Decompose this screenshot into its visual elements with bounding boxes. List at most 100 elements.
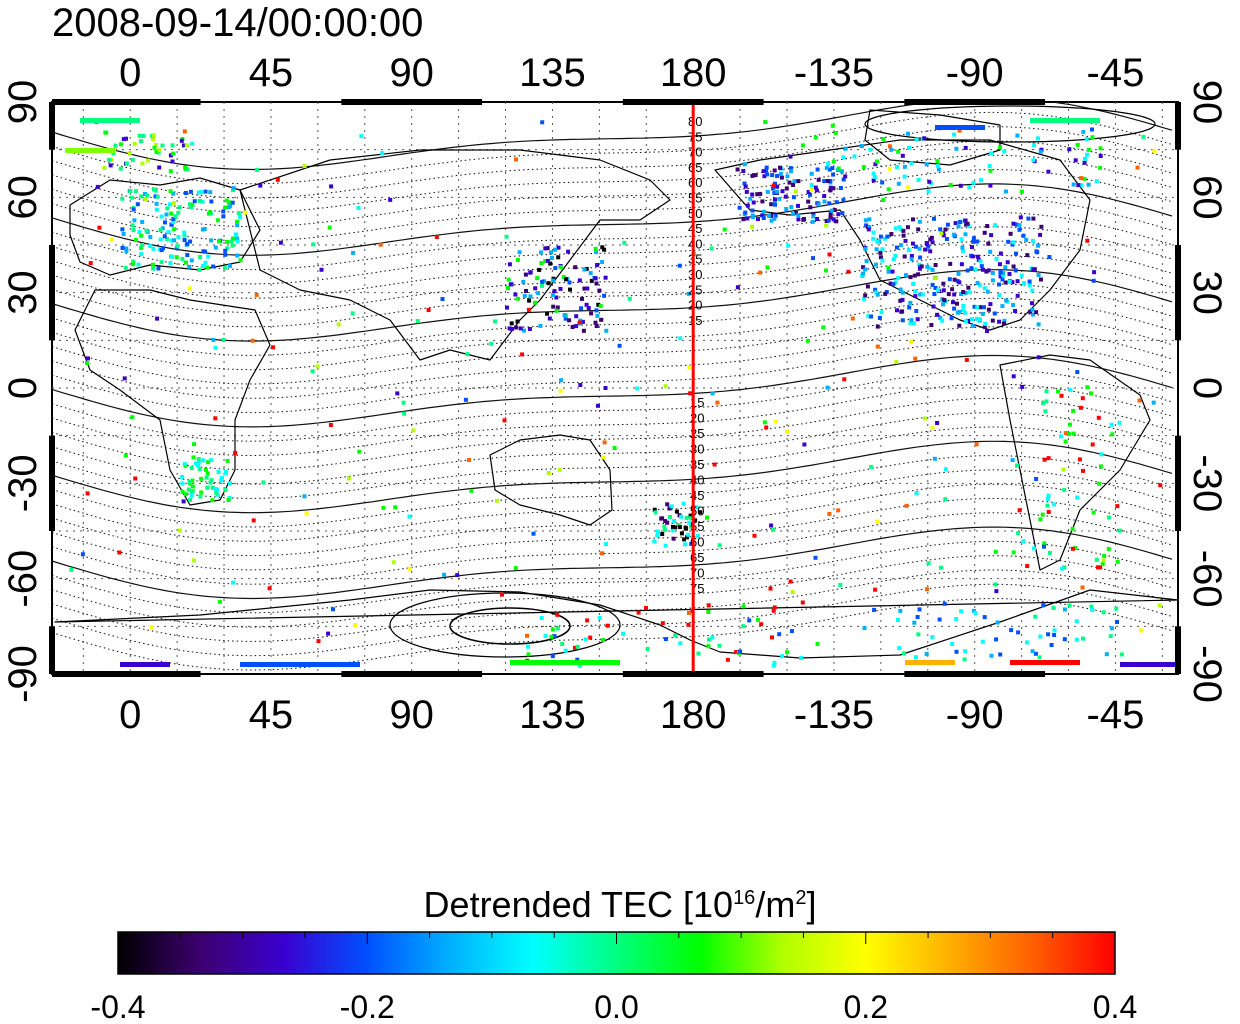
- tec-data-point: [985, 289, 990, 294]
- tec-data-point: [173, 214, 178, 219]
- tec-data-point: [930, 426, 935, 430]
- tec-data-point: [938, 227, 943, 232]
- axis-labels: 0045459090135135180180-135-135-90-90-45-…: [1, 51, 1229, 737]
- tec-data-point: [166, 230, 171, 235]
- lat-tick-left: 90: [1, 80, 45, 125]
- tec-data-point: [556, 245, 561, 250]
- tec-data-point: [916, 227, 921, 232]
- tec-data-point: [230, 243, 235, 248]
- tec-data-point: [158, 228, 163, 232]
- tec-data-point: [1082, 160, 1087, 165]
- tec-data-point: [581, 328, 586, 333]
- tec-data-point: [151, 266, 156, 271]
- tec-data-point: [1025, 564, 1030, 568]
- tec-data-point: [523, 272, 528, 277]
- tec-data-point: [843, 146, 848, 151]
- tec-data-point: [238, 258, 243, 263]
- tec-data-point: [235, 239, 240, 244]
- tec-data-point: [805, 338, 810, 343]
- tec-data-point: [513, 292, 518, 297]
- tec-data-point: [816, 202, 821, 207]
- tec-data-point: [1035, 250, 1040, 255]
- tec-data-point: [148, 244, 153, 249]
- tec-data-swath: [1010, 660, 1080, 665]
- tec-data-point: [861, 271, 865, 276]
- tec-data-point: [329, 184, 334, 189]
- tec-data-point: [943, 227, 948, 232]
- tec-data-point: [834, 219, 839, 224]
- tec-data-point: [906, 131, 910, 136]
- tec-data-point: [957, 280, 962, 285]
- tec-data-point: [998, 270, 1003, 275]
- tec-data-point: [816, 177, 821, 182]
- tec-data-point: [926, 561, 931, 566]
- tec-data-point: [119, 142, 123, 147]
- tec-data-point: [722, 227, 727, 232]
- tec-data-point: [522, 293, 527, 298]
- tec-data-point: [918, 292, 923, 297]
- tec-data-point: [559, 378, 564, 383]
- tec-data-point: [764, 425, 769, 430]
- colorbar-tick-label: 0.2: [844, 989, 888, 1024]
- tec-data-point: [132, 218, 137, 223]
- contour-label-north: 80: [688, 114, 702, 129]
- tec-data-point: [771, 183, 776, 188]
- tec-data-point: [328, 423, 333, 427]
- tec-data-point: [1010, 280, 1015, 285]
- tec-data-point: [928, 249, 933, 254]
- tec-data-point: [904, 503, 909, 508]
- tec-data-point: [689, 524, 693, 529]
- tec-data-point: [871, 236, 876, 241]
- tec-data-point: [687, 520, 692, 525]
- tec-data-point: [673, 525, 678, 530]
- tec-data-point: [168, 261, 173, 265]
- tec-data-point: [1081, 130, 1086, 134]
- tec-data-point: [139, 252, 144, 257]
- tec-data-point: [134, 189, 139, 194]
- tec-data-point: [778, 171, 783, 176]
- mlat-contour: [52, 102, 1173, 171]
- tec-data-point: [800, 143, 805, 148]
- tec-data-point: [1034, 477, 1039, 481]
- tec-data-point: [941, 233, 946, 238]
- tec-data-point: [978, 259, 983, 264]
- tec-data-point: [603, 386, 608, 390]
- tec-data-point: [531, 531, 536, 536]
- tec-data-point: [793, 189, 798, 194]
- tec-data-point: [811, 211, 816, 216]
- tec-data-point: [809, 188, 814, 192]
- tec-data-point: [1086, 182, 1091, 187]
- tec-data-point: [963, 310, 967, 315]
- tec-data-point: [669, 504, 674, 509]
- lat-tick-left: -60: [1, 550, 45, 608]
- tec-data-point: [627, 296, 632, 301]
- coastline: [714, 139, 1091, 331]
- tec-data-point: [897, 225, 902, 230]
- tec-data-point: [310, 369, 315, 374]
- tec-data-point: [546, 281, 551, 286]
- tec-data-point: [1067, 147, 1072, 152]
- tec-data-point: [867, 217, 872, 222]
- tec-data-point: [745, 203, 750, 208]
- tec-data-point: [980, 639, 985, 644]
- tec-data-point: [796, 213, 801, 218]
- tec-data-point: [593, 276, 598, 281]
- tec-data-point: [670, 528, 675, 533]
- tec-data-point: [190, 202, 195, 207]
- tec-data-point: [596, 302, 601, 307]
- tec-data-point: [582, 286, 587, 291]
- tec-data-point: [170, 159, 175, 164]
- tec-data-point: [137, 230, 142, 235]
- tec-data-point: [790, 629, 794, 634]
- tec-data-point: [1080, 396, 1085, 401]
- tec-data-point: [909, 254, 914, 258]
- tec-data-point: [219, 478, 224, 483]
- tec-data-point: [911, 282, 916, 286]
- tec-data-point: [558, 286, 563, 291]
- tec-data-point: [170, 254, 174, 259]
- coastline: [54, 589, 1178, 659]
- tec-data-point: [177, 205, 182, 210]
- tec-data-point: [967, 290, 972, 295]
- tec-data-point: [584, 266, 589, 271]
- tec-data-point: [846, 269, 851, 274]
